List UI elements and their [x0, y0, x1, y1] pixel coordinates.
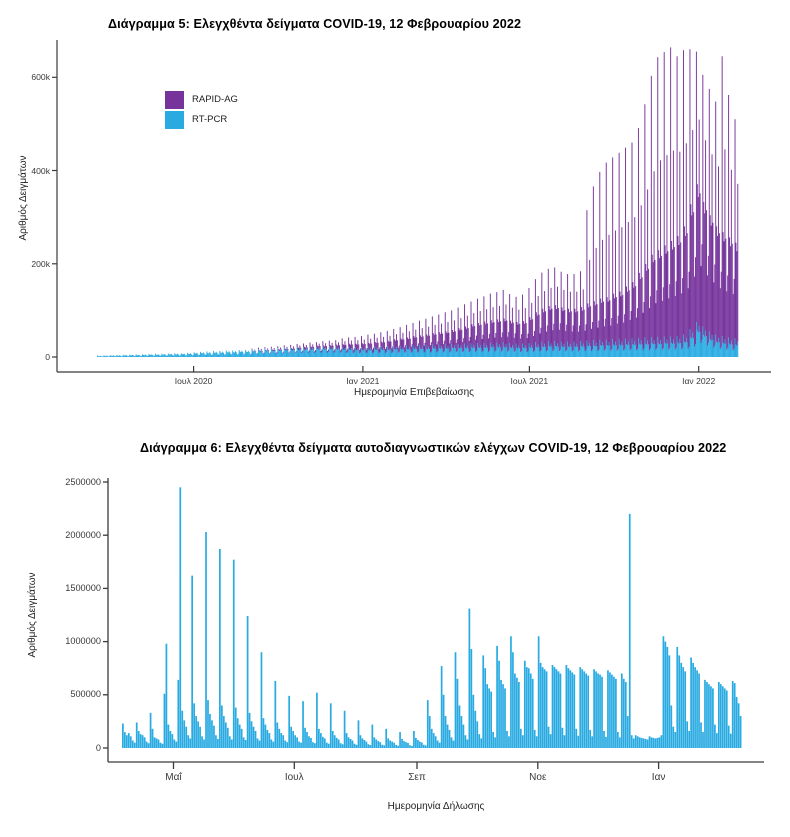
- chart5-rapid-ag-bars: [251, 47, 739, 354]
- legend-label-rapid-ag: RAPID-AG: [192, 94, 238, 105]
- chart6-x-tick-2: Σεπ: [408, 772, 426, 783]
- chart6-y-tick-4: 2000000: [65, 529, 101, 540]
- chart6-x-tick-3: Νοε: [529, 772, 547, 783]
- chart5-y-tick-3: 600k: [31, 72, 50, 83]
- chart5-y-tick-0: 0: [45, 352, 50, 362]
- chart5-x-tick-2: Ιουλ 2021: [510, 376, 549, 386]
- chart5-rt-pcr-bars: [97, 322, 739, 358]
- chart6-y-axis-label: Αριθμός Δειγμάτων: [27, 572, 38, 658]
- rt-pcr-swatch: [165, 111, 184, 129]
- chart6-y-tick-1: 500000: [70, 689, 101, 700]
- chart5-y-tick-2: 400k: [31, 165, 50, 176]
- chart5-legend-swatches: [165, 91, 184, 129]
- chart5-y-tick-1: 200k: [31, 258, 50, 269]
- chart6-selftest-bars: [122, 487, 742, 748]
- chart6-y-tick-0: 0: [95, 742, 101, 753]
- chart6-x-tick-1: Ιουλ: [284, 772, 304, 783]
- chart6-y-tick-2: 1000000: [65, 636, 101, 647]
- chart5-x-axis-label: Ημερομηνία Επιβεβαίωσης: [354, 387, 474, 398]
- chart5-x-tick-3: Ιαν 2022: [682, 376, 716, 386]
- chart6-x-tick-0: Μαΐ: [165, 772, 182, 783]
- chart6-x-tick-4: Ιαν: [651, 772, 666, 783]
- chart6-axes: [103, 478, 764, 769]
- chart5-x-tick-1: Ιαν 2021: [346, 376, 380, 386]
- chart6-y-tick-5: 2500000: [65, 476, 101, 487]
- legend-label-rt-pcr: RT-PCR: [192, 114, 228, 125]
- chart6-x-axis-label: Ημερομηνία Δήλωσης: [387, 801, 485, 812]
- chart5-x-tick-0: Ιουλ 2020: [174, 376, 213, 386]
- chart5-axes: [52, 40, 771, 373]
- chart6-y-tick-3: 1500000: [65, 582, 101, 593]
- chart5-y-axis-label: Αριθμός Δειγμάτων: [18, 155, 29, 241]
- diagram6-title: Διάγραμμα 6: Ελεγχθέντα δείγματα αυτοδια…: [140, 441, 727, 455]
- rapid-ag-swatch: [165, 91, 184, 109]
- diagram5-title: Διάγραμμα 5: Ελεγχθέντα δείγματα COVID-1…: [108, 17, 522, 31]
